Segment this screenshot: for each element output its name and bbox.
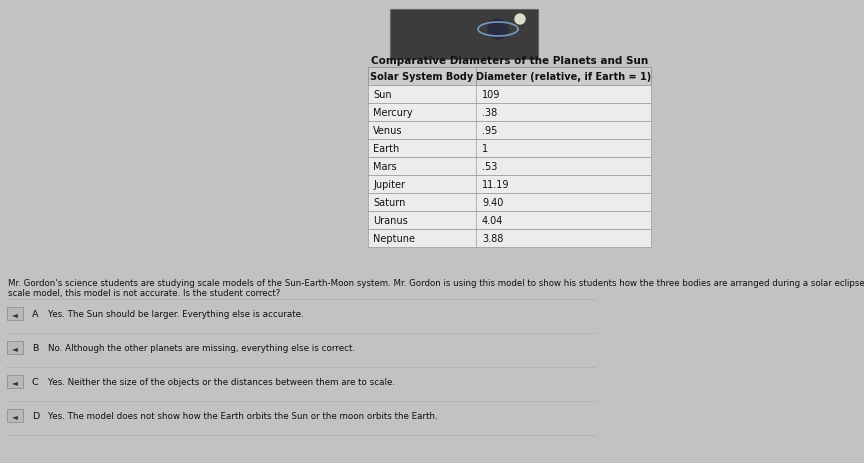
Text: B: B bbox=[32, 343, 38, 352]
Text: Jupiter: Jupiter bbox=[373, 180, 405, 189]
Text: Sun: Sun bbox=[373, 90, 391, 100]
Text: Mr. Gordon's science students are studying scale models of the Sun-Earth-Moon sy: Mr. Gordon's science students are studyi… bbox=[8, 278, 864, 288]
Text: Earth: Earth bbox=[373, 144, 399, 154]
Text: Yes. The model does not show how the Earth orbits the Sun or the moon orbits the: Yes. The model does not show how the Ear… bbox=[48, 411, 438, 420]
Text: 9.40: 9.40 bbox=[482, 198, 504, 207]
Text: .53: .53 bbox=[482, 162, 498, 172]
Bar bbox=[368, 104, 651, 122]
Text: Venus: Venus bbox=[373, 126, 403, 136]
Bar bbox=[368, 122, 651, 140]
Text: Neptune: Neptune bbox=[373, 233, 415, 244]
Bar bbox=[368, 212, 651, 230]
Text: Diameter (relative, if Earth = 1): Diameter (relative, if Earth = 1) bbox=[476, 72, 651, 82]
Text: .95: .95 bbox=[482, 126, 498, 136]
Text: A: A bbox=[32, 309, 39, 319]
Text: 3.88: 3.88 bbox=[482, 233, 504, 244]
Bar bbox=[368, 175, 651, 194]
Text: scale model, this model is not accurate. Is the student correct?: scale model, this model is not accurate.… bbox=[8, 288, 280, 297]
Text: 109: 109 bbox=[482, 90, 500, 100]
Bar bbox=[368, 68, 651, 86]
Text: 11.19: 11.19 bbox=[482, 180, 510, 189]
Bar bbox=[368, 140, 651, 158]
Text: Comparative Diameters of the Planets and Sun: Comparative Diameters of the Planets and… bbox=[371, 56, 648, 66]
Text: ◄: ◄ bbox=[12, 343, 18, 352]
Bar bbox=[368, 230, 651, 247]
Bar bbox=[7, 409, 23, 422]
Text: Uranus: Uranus bbox=[373, 216, 408, 225]
Text: Saturn: Saturn bbox=[373, 198, 405, 207]
Text: Yes. The Sun should be larger. Everything else is accurate.: Yes. The Sun should be larger. Everythin… bbox=[48, 309, 303, 319]
Bar bbox=[7, 341, 23, 354]
Text: D: D bbox=[32, 411, 39, 420]
Text: Yes. Neither the size of the objects or the distances between them are to scale.: Yes. Neither the size of the objects or … bbox=[48, 377, 395, 386]
Text: Solar System Body: Solar System Body bbox=[371, 72, 473, 82]
Bar bbox=[368, 194, 651, 212]
Text: Mars: Mars bbox=[373, 162, 397, 172]
Circle shape bbox=[488, 20, 508, 40]
Text: 4.04: 4.04 bbox=[482, 216, 504, 225]
Bar bbox=[368, 158, 651, 175]
Text: ◄: ◄ bbox=[12, 411, 18, 420]
Circle shape bbox=[515, 15, 525, 25]
Bar bbox=[7, 307, 23, 320]
Text: 1: 1 bbox=[482, 144, 488, 154]
Text: C: C bbox=[32, 377, 39, 386]
Bar bbox=[368, 86, 651, 104]
Bar bbox=[7, 375, 23, 388]
Text: Mercury: Mercury bbox=[373, 108, 413, 118]
Text: ◄: ◄ bbox=[12, 309, 18, 319]
Text: ◄: ◄ bbox=[12, 377, 18, 386]
Text: .38: .38 bbox=[482, 108, 498, 118]
Text: No. Although the other planets are missing, everything else is correct.: No. Although the other planets are missi… bbox=[48, 343, 355, 352]
Bar bbox=[390, 10, 538, 60]
